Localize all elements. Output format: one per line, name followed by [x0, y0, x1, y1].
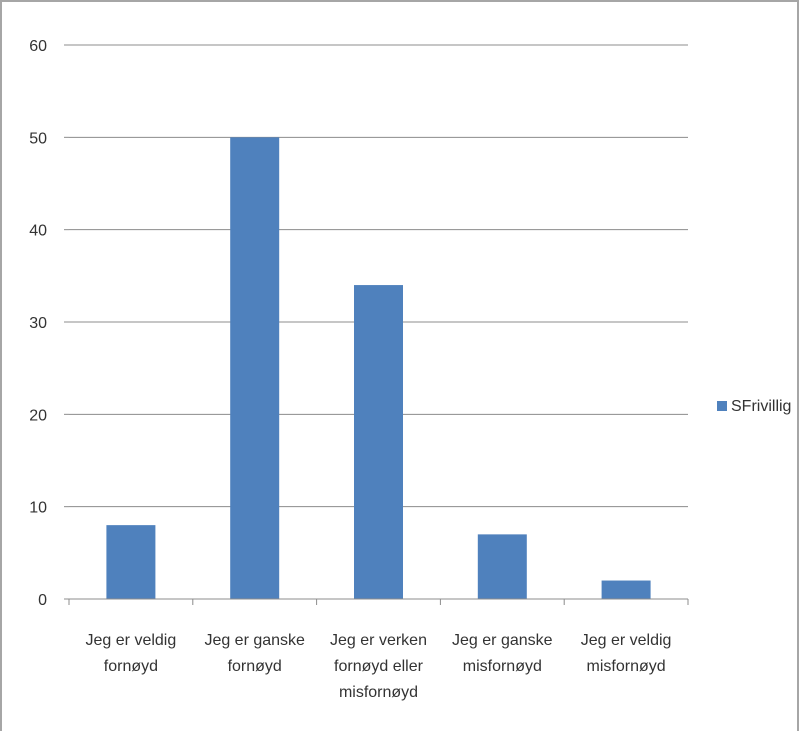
legend-swatch-sfrivillig: [717, 401, 727, 411]
x-category-label: Jeg er veldig misfornøyd: [581, 632, 672, 675]
x-category-label-line: Jeg er ganske: [452, 632, 553, 649]
y-tick-label: 60: [29, 38, 47, 55]
x-axis: Jeg er veldig fornøyd Jeg er ganske fornøyd…: [68, 598, 689, 701]
bar: [601, 580, 651, 599]
x-category-label: Jeg er ganske misfornøyd: [452, 632, 553, 675]
y-tick-label: 20: [29, 407, 47, 424]
y-axis: 0 10 20 30 40 50 60: [29, 38, 69, 609]
x-category-label: Jeg er ganske fornøyd: [204, 632, 305, 675]
x-category-label-line: fornøyd: [228, 658, 282, 675]
bar: [477, 534, 527, 599]
legend: SFrivillig: [717, 398, 791, 415]
y-tick-label: 0: [38, 592, 47, 609]
bar: [230, 137, 280, 600]
x-category-label-line: Jeg er veldig: [86, 632, 177, 649]
x-category-label-line: Jeg er veldig: [581, 632, 672, 649]
y-tick-label: 40: [29, 223, 47, 240]
bar: [354, 285, 403, 599]
bar: [106, 525, 156, 599]
x-category-label-line: misfornøyd: [463, 658, 542, 675]
x-category-label-line: misfornøyd: [339, 684, 418, 701]
x-category-label-line: Jeg er verken: [330, 632, 427, 649]
x-category-label: Jeg er verken fornøyd eller misfornøyd: [330, 632, 427, 701]
y-tick-label: 30: [29, 315, 47, 332]
x-category-label-line: fornøyd eller: [334, 658, 424, 675]
x-category-label: Jeg er veldig fornøyd: [86, 632, 177, 675]
legend-label-sfrivillig: SFrivillig: [731, 398, 791, 415]
y-tick-label: 50: [29, 130, 47, 147]
x-category-label-line: fornøyd: [104, 658, 158, 675]
x-category-label-line: misfornøyd: [587, 658, 666, 675]
x-category-label-line: Jeg er ganske: [204, 632, 305, 649]
bars: [106, 137, 651, 600]
y-tick-label: 10: [29, 500, 47, 517]
